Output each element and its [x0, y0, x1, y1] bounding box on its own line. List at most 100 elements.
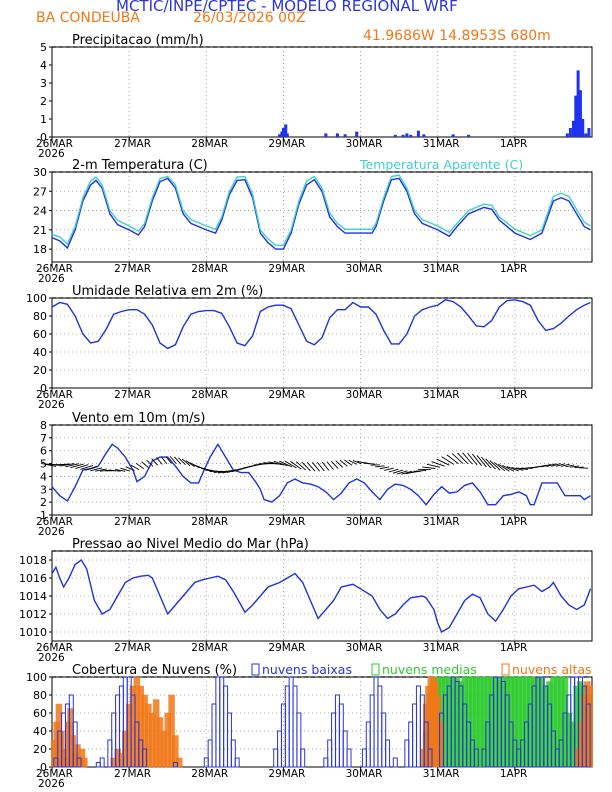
- wind-arrow: [569, 465, 579, 468]
- x-tick-label: 29MAR: [268, 516, 305, 528]
- low-cloud-bar: [585, 703, 591, 768]
- precip-bar: [284, 124, 288, 137]
- x-tick-label: 1APR: [500, 642, 528, 654]
- precip-bar: [401, 134, 405, 137]
- y-tick-label: 1014: [19, 590, 47, 603]
- wind-arrow: [165, 456, 172, 464]
- wind-arrow: [169, 456, 177, 464]
- series-line-2: [51, 174, 591, 246]
- legend-label: Temperatura Aparente (C): [359, 157, 523, 172]
- wind-arrow: [476, 455, 487, 468]
- x-tick-label: 1APR: [500, 516, 528, 528]
- x-tick-label: 28MAR: [191, 516, 228, 528]
- y-tick-label: 40: [33, 346, 47, 359]
- wind-arrow: [541, 463, 552, 468]
- precip-bar: [355, 131, 359, 137]
- x-tick-label: 30MAR: [346, 389, 383, 401]
- wind-arrow: [65, 463, 80, 468]
- x-tick-label: 28MAR: [191, 768, 228, 780]
- x-tick-label: 29MAR: [268, 768, 305, 780]
- x-tick-label: 30MAR: [346, 138, 383, 150]
- panel-2: 18 21 24 27 30 26MAR 27MAR 28MAR 29MAR 30MAR 31MAR…: [33, 157, 593, 285]
- wind-arrow: [331, 460, 339, 469]
- wind-arrow: [457, 452, 469, 464]
- y-tick-label: 40: [33, 725, 47, 738]
- x-year-label: 2026: [38, 399, 65, 411]
- x-year-label: 2026: [38, 273, 65, 285]
- y-tick-label: 3: [40, 483, 47, 496]
- wind-arrow: [151, 458, 159, 466]
- precip-bar: [343, 134, 347, 137]
- wind-arrow: [546, 463, 556, 467]
- y-tick-label: 100: [26, 671, 47, 684]
- x-tick-label: 28MAR: [191, 642, 228, 654]
- legend-swatch: [371, 663, 380, 676]
- wind-arrow: [467, 452, 478, 466]
- precip-bar: [581, 119, 585, 137]
- low-cloud-bar: [230, 739, 236, 768]
- y-tick-label: 1016: [19, 572, 47, 585]
- precip-bar: [416, 130, 420, 137]
- y-tick-label: 30: [33, 166, 47, 179]
- wind-arrow: [431, 461, 445, 467]
- x-tick-label: 1APR: [500, 263, 528, 275]
- wind-arrow: [379, 466, 390, 470]
- precip-bar: [422, 134, 426, 137]
- precip-bar: [409, 134, 413, 137]
- panel-title: Pressao ao Nivel Medio do Mar (hPa): [72, 537, 309, 552]
- y-tick-label: 1: [40, 509, 47, 522]
- y-tick-label: 1: [40, 113, 47, 126]
- low-cloud-bar: [473, 748, 479, 768]
- x-tick-label: 31MAR: [423, 516, 460, 528]
- low-cloud-bar: [427, 748, 433, 768]
- wind-arrow: [95, 468, 107, 472]
- x-tick-label: 28MAR: [191, 263, 228, 275]
- y-tick-label: 4: [40, 59, 47, 72]
- y-tick-label: 1012: [19, 608, 47, 621]
- wind-arrow: [497, 463, 510, 472]
- wind-arrow: [384, 467, 394, 471]
- low-cloud-bar: [392, 757, 398, 768]
- x-tick-label: 27MAR: [114, 263, 151, 275]
- wind-arrow: [301, 461, 311, 472]
- legend-label: nuvens medias: [382, 662, 477, 677]
- x-tick-label: 31MAR: [423, 138, 460, 150]
- wind-arrow: [560, 463, 570, 467]
- x-tick-label: 28MAR: [191, 138, 228, 150]
- y-tick-label: 8: [40, 419, 47, 432]
- y-tick-label: 24: [33, 205, 47, 218]
- x-tick-label: 27MAR: [114, 516, 151, 528]
- x-tick-label: 26MAR: [36, 642, 73, 654]
- x-tick-label: 26MAR: [36, 263, 73, 275]
- header-location: BA CONDEUBA: [36, 10, 140, 26]
- y-tick-label: 20: [33, 743, 47, 756]
- precip-bar: [451, 134, 455, 137]
- series-line-1: [51, 299, 591, 350]
- wind-arrow: [185, 460, 195, 468]
- panel-frame: [51, 46, 593, 138]
- panel-title: Cobertura de Nuvens (%): [72, 663, 237, 678]
- y-tick-label: 80: [33, 310, 47, 323]
- wind-arrow: [125, 466, 135, 471]
- wind-arrow: [426, 463, 441, 468]
- wind-arrow: [335, 460, 344, 468]
- x-tick-label: 29MAR: [268, 138, 305, 150]
- wind-arrow: [441, 456, 455, 465]
- wind-arrow: [85, 466, 98, 471]
- panel-title: Precipitacao (mm/h): [72, 33, 204, 48]
- wind-arrow: [462, 452, 473, 465]
- wind-arrow: [273, 460, 288, 467]
- low-cloud-bar: [76, 757, 82, 768]
- precip-bar: [568, 128, 572, 137]
- wind-arrow: [110, 469, 121, 472]
- x-tick-label: 29MAR: [268, 263, 305, 275]
- x-tick-label: 26MAR: [36, 768, 73, 780]
- y-tick-label: 20: [33, 364, 47, 377]
- wind-arrow: [279, 460, 293, 468]
- panel-5: 1010 1012 1014 1016 1018 26MAR 27MAR 28MAR 29MAR…: [19, 537, 593, 664]
- y-tick-label: 5: [40, 41, 47, 54]
- x-tick-label: 31MAR: [423, 389, 460, 401]
- precip-bar: [467, 134, 471, 137]
- precip-bar: [587, 128, 591, 137]
- header-title: MCTIC/INPE/CPTEC - MODELO REGIONAL WRF: [116, 0, 458, 15]
